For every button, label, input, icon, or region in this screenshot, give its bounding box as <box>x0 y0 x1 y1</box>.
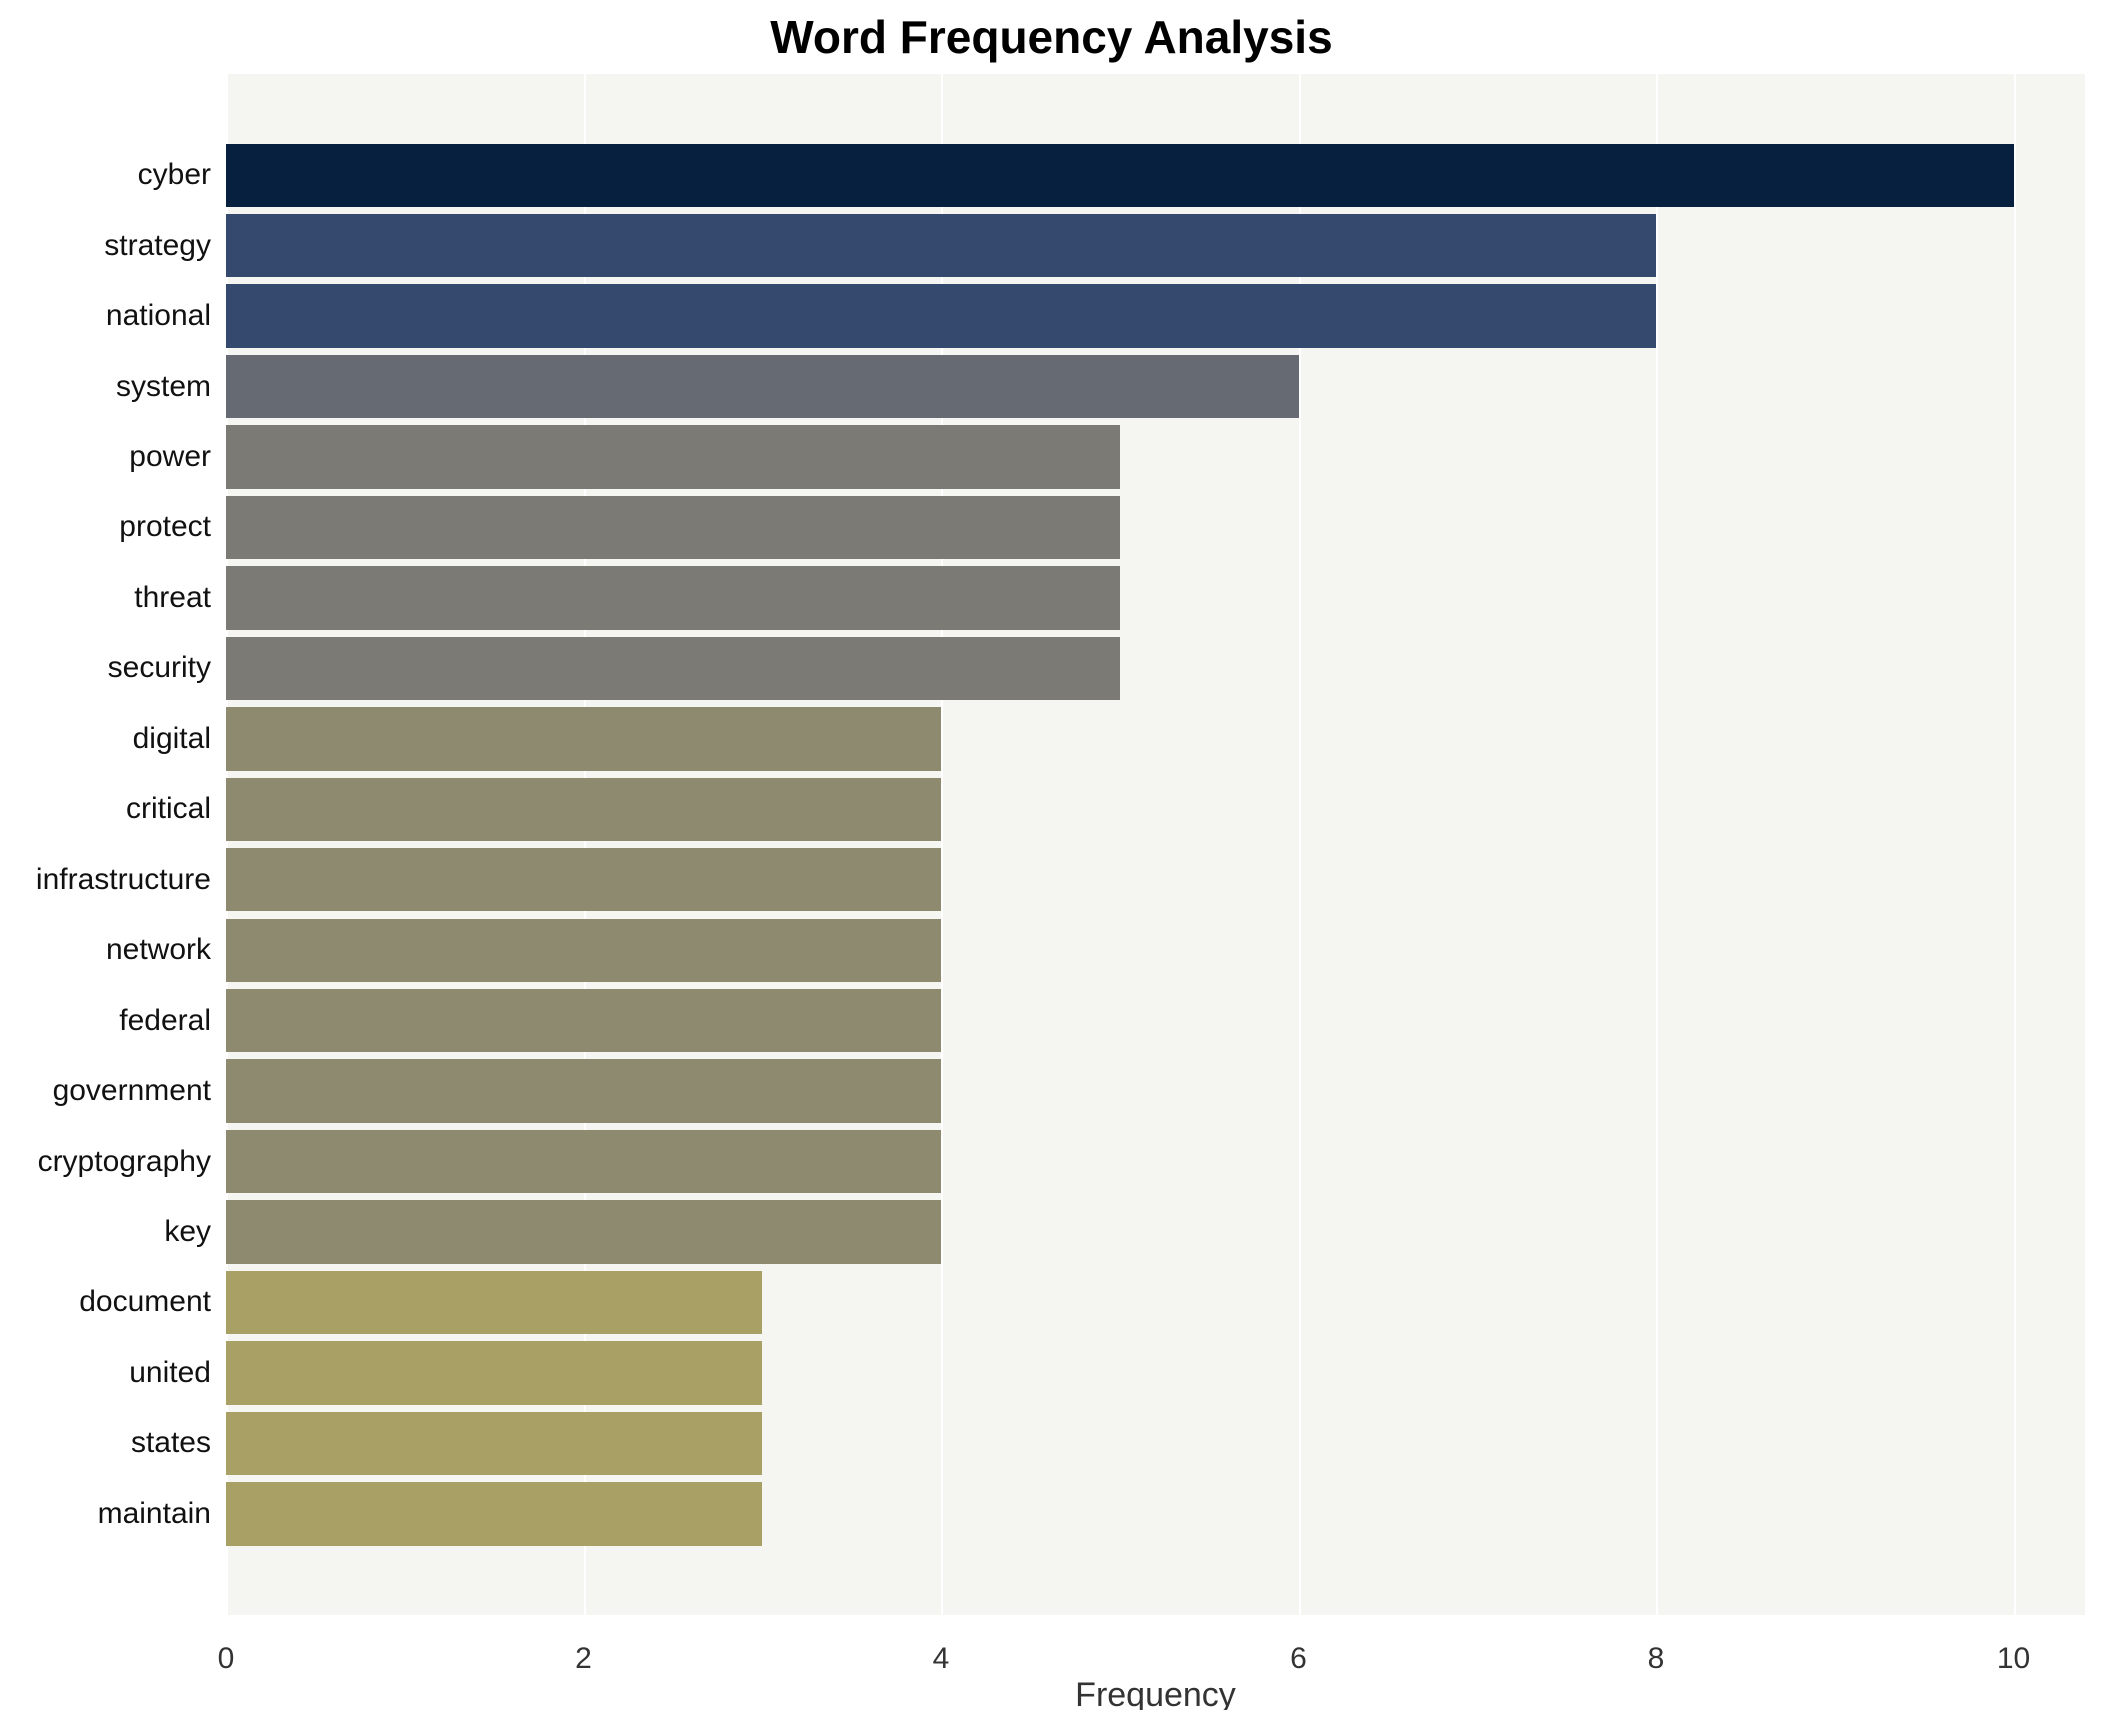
category-label: maintain <box>97 1496 211 1530</box>
bar-row: national <box>106 281 2085 351</box>
bar-row: government <box>53 1056 2085 1126</box>
category-label: power <box>129 440 211 474</box>
bar <box>226 143 2014 207</box>
bars: cyber strategy national system power protect t… <box>36 74 2085 1615</box>
bar-row: digital <box>133 704 2085 774</box>
bar <box>226 988 941 1053</box>
bar <box>226 1129 941 1194</box>
category-label: document <box>79 1285 211 1319</box>
x-tick-label: 6 <box>1290 1642 1307 1675</box>
category-label: strategy <box>104 228 211 262</box>
bar <box>226 284 1656 348</box>
bar-row: network <box>106 915 2085 985</box>
x-tick-label: 8 <box>1647 1642 1665 1675</box>
bar <box>226 425 1120 489</box>
category-label: system <box>115 369 211 403</box>
bar <box>226 1411 763 1476</box>
bar-row: strategy <box>104 210 2085 280</box>
bar-row: states <box>131 1408 2085 1478</box>
bar-row: maintain <box>98 1479 2085 1549</box>
category-label: national <box>105 299 211 333</box>
gridlines <box>226 74 2085 1615</box>
gridline <box>1656 74 1658 1615</box>
bar <box>226 1200 941 1264</box>
category-label: cyber <box>137 158 211 192</box>
bar <box>226 354 1299 419</box>
bar-row: cyber <box>138 140 2085 210</box>
category-label: security <box>107 651 211 685</box>
gridline <box>583 74 586 1615</box>
bar-row: infrastructure <box>36 845 2085 915</box>
category-label: threat <box>134 580 211 614</box>
category-label: government <box>52 1074 211 1108</box>
category-label: infrastructure <box>35 862 211 896</box>
bar-row: protect <box>119 492 2085 562</box>
bar <box>226 566 1120 630</box>
bar <box>226 777 941 841</box>
gridline <box>226 74 228 1615</box>
gridline <box>941 74 943 1615</box>
category-label: federal <box>119 1003 211 1037</box>
bar-row: federal <box>119 985 2085 1055</box>
bar <box>226 1341 763 1405</box>
category-label: protect <box>119 510 211 544</box>
x-axis-ticks: 0 2 4 6 8 10 <box>0 1642 2103 1682</box>
x-tick-label: 0 <box>217 1642 235 1675</box>
bar-row: document <box>79 1267 2085 1337</box>
bar-row: system <box>116 351 2085 421</box>
x-tick-label: 4 <box>932 1642 950 1675</box>
bar <box>226 636 1120 701</box>
gridline <box>1298 74 1301 1615</box>
bar <box>226 1270 763 1335</box>
category-label: united <box>129 1355 211 1389</box>
bar-row: threat <box>134 563 2085 633</box>
bar <box>226 707 941 771</box>
plot-area: cyber strategy national system power protect t… <box>36 74 2085 1615</box>
x-axis-label: Frequency <box>1075 1676 1236 1710</box>
bar-row: security <box>108 633 2085 703</box>
bar <box>226 1059 941 1123</box>
gridline <box>2013 74 2016 1615</box>
bar-row: cryptography <box>38 1126 2085 1196</box>
bar-row: key <box>164 1197 2085 1267</box>
bar <box>226 918 941 982</box>
x-tick-label: 2 <box>575 1642 592 1675</box>
category-label: digital <box>132 721 211 755</box>
bar <box>226 848 941 912</box>
bar-row: power <box>129 422 2085 492</box>
category-label: cryptography <box>37 1144 211 1178</box>
chart-title: Word Frequency Analysis <box>770 11 1333 63</box>
category-label: network <box>105 933 211 967</box>
bar-row: united <box>129 1338 2085 1408</box>
category-label: critical <box>125 792 211 826</box>
category-label: key <box>164 1215 211 1249</box>
category-label: states <box>130 1426 211 1460</box>
bar <box>226 213 1656 278</box>
bar <box>226 495 1120 560</box>
bar <box>226 1482 763 1546</box>
x-tick-label: 10 <box>1996 1642 2031 1675</box>
bar-row: critical <box>126 774 2085 844</box>
